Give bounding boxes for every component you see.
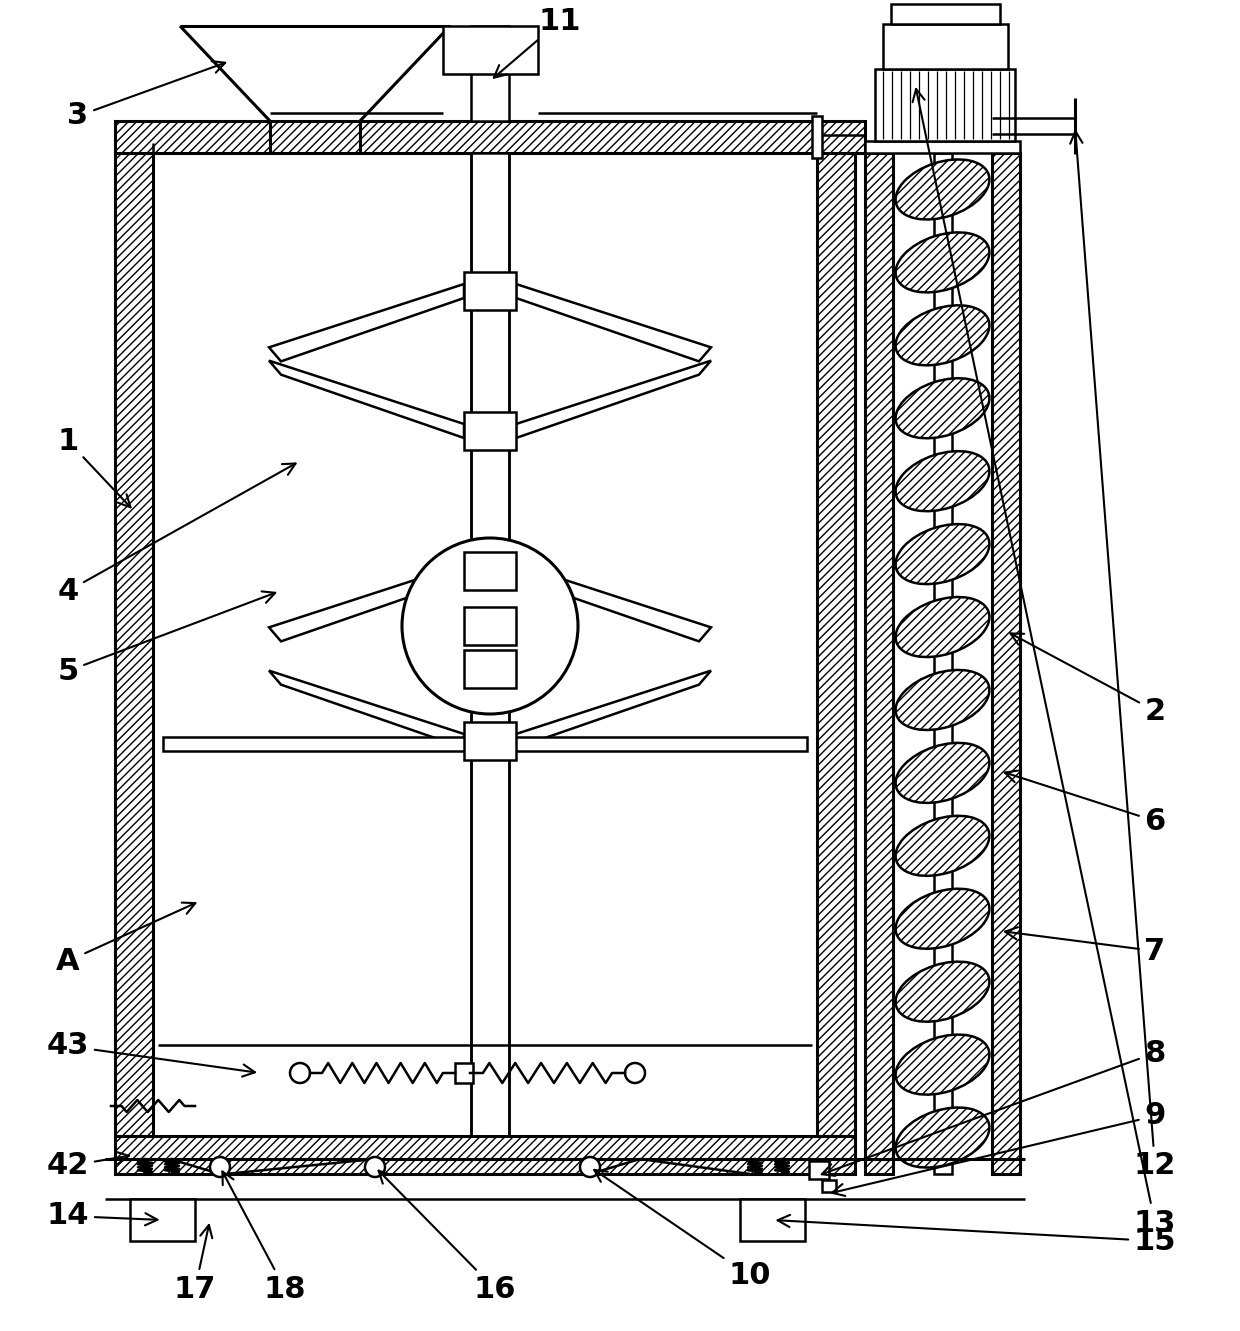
Bar [808,1161,830,1179]
Bar [875,69,1016,141]
Text: 5: 5 [57,591,275,685]
Bar [471,27,508,121]
Bar [883,24,1008,69]
Text: 12: 12 [1070,130,1177,1181]
Bar [934,153,951,1174]
Text: 15: 15 [777,1215,1177,1255]
Polygon shape [269,284,464,361]
Circle shape [365,1157,384,1177]
Text: 7: 7 [1006,928,1166,965]
Ellipse shape [895,233,990,293]
Bar [455,1063,472,1083]
Text: 4: 4 [57,463,295,606]
Bar [115,1135,856,1174]
Bar [464,413,516,450]
Ellipse shape [895,524,990,584]
Ellipse shape [895,889,990,949]
Ellipse shape [895,451,990,511]
Bar [115,153,153,1135]
Ellipse shape [895,962,990,1022]
Text: A: A [56,902,196,976]
Text: 14: 14 [47,1202,157,1230]
Bar [812,116,822,158]
Text: 11: 11 [494,7,582,77]
Bar [892,4,999,24]
Text: 2: 2 [1011,634,1166,725]
Bar [130,1199,195,1240]
Bar [162,737,807,751]
Bar [464,272,516,310]
Bar [464,650,516,688]
Ellipse shape [895,160,990,220]
Text: 17: 17 [174,1225,216,1303]
Bar [471,153,508,1135]
Polygon shape [269,671,464,748]
Text: 43: 43 [47,1032,255,1077]
Text: 16: 16 [378,1171,516,1303]
Ellipse shape [895,669,990,729]
Circle shape [290,1063,310,1083]
Ellipse shape [895,816,990,876]
Ellipse shape [895,1034,990,1094]
Bar [992,153,1021,1174]
Bar [822,1181,836,1193]
Polygon shape [516,361,711,438]
Text: 6: 6 [1004,771,1166,836]
Polygon shape [516,284,711,361]
Bar [817,153,856,1135]
Text: 10: 10 [594,1170,771,1291]
Ellipse shape [895,378,990,438]
Bar [740,1199,805,1240]
Text: 9: 9 [832,1102,1166,1197]
Ellipse shape [895,743,990,803]
Bar [464,607,516,646]
Text: 42: 42 [47,1151,129,1181]
Polygon shape [269,361,464,438]
Bar [464,552,516,590]
Circle shape [210,1157,229,1177]
Text: 1: 1 [57,426,130,507]
Bar [464,721,516,760]
Polygon shape [516,671,711,748]
Bar [866,141,1021,153]
Ellipse shape [895,598,990,658]
Bar [443,27,537,75]
Bar [115,121,866,153]
Text: 3: 3 [67,61,226,130]
Circle shape [625,1063,645,1083]
Text: 18: 18 [222,1171,306,1303]
Text: 13: 13 [913,89,1177,1238]
Text: 8: 8 [822,1038,1166,1175]
Circle shape [580,1157,600,1177]
Bar [866,153,893,1174]
Circle shape [402,538,578,713]
Ellipse shape [895,1107,990,1167]
Ellipse shape [895,305,990,365]
Polygon shape [516,564,711,642]
Polygon shape [269,564,464,642]
